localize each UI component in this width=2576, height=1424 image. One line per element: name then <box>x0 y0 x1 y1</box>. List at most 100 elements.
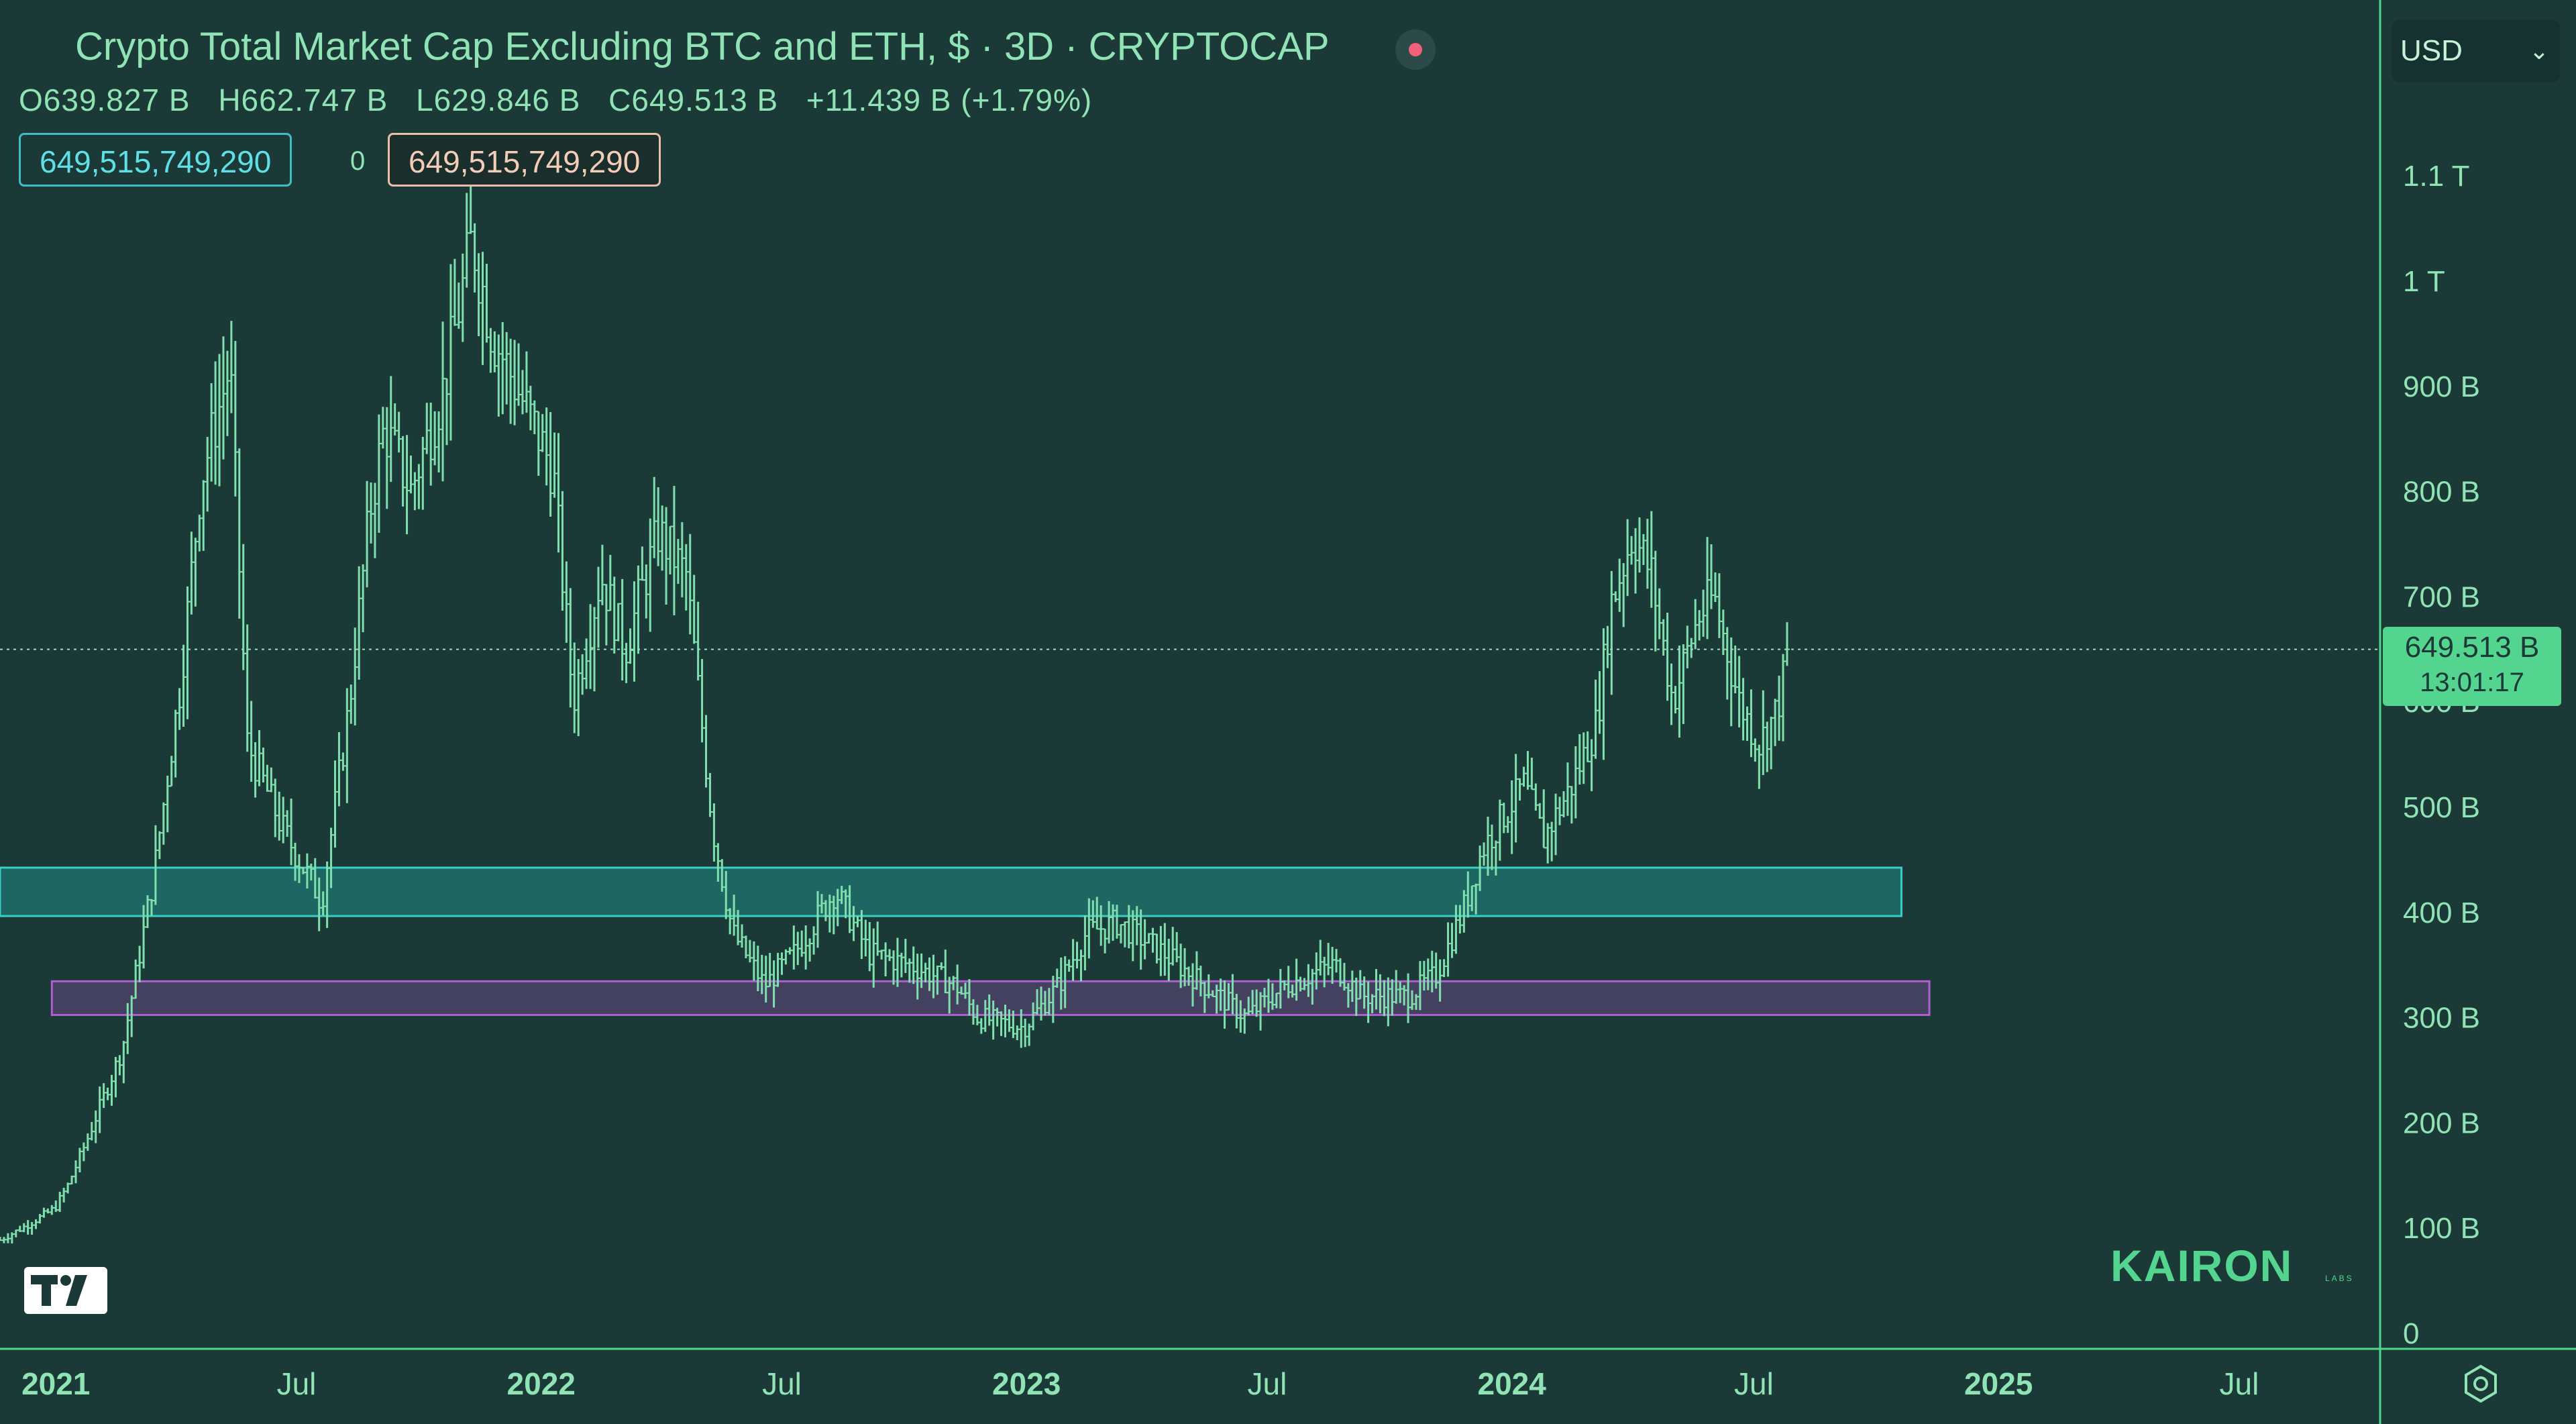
ohlc-bar <box>384 407 390 509</box>
ohlc-bar <box>156 831 162 860</box>
ohlc-bar <box>101 1083 107 1109</box>
x-tick-label: 2025 <box>1964 1366 2033 1401</box>
ohlc-bar <box>176 688 182 730</box>
ohlc-bar <box>1676 645 1682 738</box>
ohlc-bar <box>57 1191 63 1213</box>
ohlc-bar <box>639 546 645 581</box>
ohlc-bar <box>572 642 578 733</box>
ohlc-bar <box>1529 758 1535 791</box>
settings-gear-icon[interactable] <box>2461 1364 2501 1404</box>
ohlc-bar <box>1445 922 1451 977</box>
ohlc-bar <box>160 802 166 845</box>
ohlc-bar <box>1656 588 1662 640</box>
ohlc-bar <box>1744 706 1750 742</box>
ohlc-bar <box>1644 519 1650 589</box>
y-tick-label: 0 <box>2403 1317 2419 1350</box>
ohlc-bar <box>352 627 358 726</box>
zone-cyan[interactable] <box>0 866 1902 917</box>
y-tick-label: 200 B <box>2403 1107 2480 1139</box>
ohlc-bar <box>691 574 697 644</box>
ohlc-bar <box>1640 533 1646 565</box>
indicator-zero-label: 0 <box>350 146 366 176</box>
ohlc-bar <box>879 950 885 960</box>
ohlc-legend: O639.827 B H662.747 B L629.846 B C649.51… <box>19 82 1111 118</box>
ohlc-bar <box>1022 1018 1028 1048</box>
ohlc-bar <box>472 223 478 293</box>
ohlc-bar <box>707 772 713 817</box>
indicator-value-box-1[interactable]: 649,515,749,290 <box>19 133 292 187</box>
ohlc-bar <box>168 756 174 787</box>
ohlc-bar <box>1597 671 1603 734</box>
ohlc-bar <box>49 1205 55 1215</box>
ohlc-bar <box>667 525 673 574</box>
ohlc-bar <box>376 414 382 533</box>
x-tick-label: Jul <box>277 1366 317 1401</box>
y-tick-label: 800 B <box>2403 476 2480 509</box>
ohlc-bar <box>523 351 529 413</box>
ohlc-bar <box>205 437 211 512</box>
x-tick-label: Jul <box>1734 1366 1774 1401</box>
ohlc-bar <box>898 952 904 978</box>
ohlc-bar <box>978 1018 984 1034</box>
ohlc-bar <box>611 576 617 654</box>
ohlc-bar <box>412 472 418 511</box>
ohlc-bar <box>396 411 402 453</box>
ohlc-bar <box>1728 637 1734 727</box>
ohlc-bar <box>1652 550 1658 652</box>
ohlc-bar <box>213 361 219 485</box>
ohlc-bar <box>902 938 908 973</box>
ohlc-bar <box>910 946 916 984</box>
ohlc-bar <box>500 322 506 415</box>
live-indicator-icon[interactable] <box>1395 30 1436 70</box>
ohlc-bar <box>224 350 230 436</box>
ohlc-bar <box>460 253 466 342</box>
ohlc-bar <box>85 1133 91 1151</box>
ohlc-bar <box>360 564 366 633</box>
x-tick-label: 2023 <box>992 1366 1061 1401</box>
ohlc-bar <box>416 464 422 509</box>
ohlc-bar <box>336 732 342 807</box>
ohlc-bar <box>588 604 594 689</box>
ohlc-bar <box>1158 925 1164 976</box>
ohlc-bar <box>527 385 533 431</box>
indicator-value-box-2[interactable]: 649,515,749,290 <box>388 133 661 187</box>
ohlc-bar <box>1138 909 1144 970</box>
y-tick-label: 300 B <box>2403 1002 2480 1035</box>
ohlc-bar <box>1752 738 1758 762</box>
ohlc-bar <box>380 407 386 449</box>
ohlc-bar <box>1170 927 1176 966</box>
ohlc-bar <box>72 1160 78 1184</box>
ohlc-bar <box>209 383 215 482</box>
ohlc-bar <box>1724 627 1730 700</box>
ohlc-bar <box>647 518 653 632</box>
ohlc-bar <box>276 791 282 841</box>
ohlc-bar <box>1605 625 1611 668</box>
ohlc-bar <box>683 544 689 611</box>
ohlc-bar <box>1497 799 1503 861</box>
y-tick-label: 900 B <box>2403 370 2480 403</box>
tradingview-logo-icon[interactable] <box>24 1267 107 1314</box>
zone-purple[interactable] <box>50 980 1931 1016</box>
ohlc-bar <box>1772 699 1778 746</box>
ohlc-bar <box>584 638 590 689</box>
ohlc-bar <box>779 952 785 975</box>
bar-countdown: 13:01:17 <box>2420 668 2524 697</box>
ohlc-bar <box>607 554 613 611</box>
ohlc-bar <box>428 402 434 486</box>
ohlc-bar <box>1601 628 1607 760</box>
currency-select[interactable]: USD ⌄ <box>2392 20 2560 82</box>
ohlc-bar <box>252 742 258 798</box>
brand-watermark-sub: LABS <box>2325 1274 2354 1283</box>
ohlc-close: C649.513 B <box>608 83 779 117</box>
currency-value: USD <box>2400 34 2463 67</box>
ohlc-bar <box>875 921 881 956</box>
ohlc-bar <box>1680 644 1686 724</box>
ohlc-bar <box>603 584 609 646</box>
ohlc-bar <box>61 1188 67 1203</box>
ohlc-bar <box>1660 619 1666 656</box>
ohlc-bar <box>372 482 378 558</box>
ohlc-bar <box>1784 622 1790 666</box>
y-tick-label: 1 T <box>2403 265 2445 298</box>
ohlc-bar <box>432 411 438 466</box>
